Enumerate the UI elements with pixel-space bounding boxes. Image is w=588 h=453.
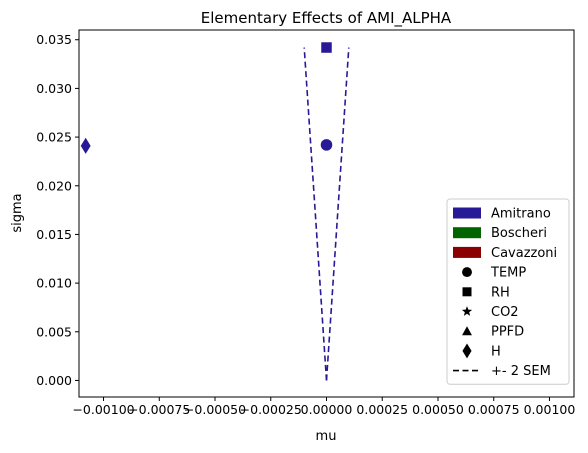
x-axis-label: mu <box>316 429 337 444</box>
legend-entry-ppfd: PPFD <box>462 325 524 340</box>
legend-label: PPFD <box>491 325 524 340</box>
legend-entry-h: H <box>462 343 501 359</box>
legend-marker <box>462 287 472 297</box>
legend-entry-2-sem: +- 2 SEM <box>453 364 551 379</box>
legend-label: Cavazzoni <box>491 246 557 261</box>
legend-marker <box>462 267 472 278</box>
legend-swatch <box>453 227 481 239</box>
point-rh <box>321 42 332 53</box>
legend-entry-amitrano: Amitrano <box>453 207 551 222</box>
legend-marker <box>461 306 473 316</box>
legend-label: H <box>491 344 501 359</box>
x-tick-label: −0.00025 <box>240 402 302 417</box>
y-tick-label: 0.020 <box>36 178 72 193</box>
legend-marker <box>462 326 472 336</box>
x-tick-label: 0.00050 <box>412 402 464 417</box>
legend-label: Boscheri <box>491 226 547 241</box>
y-tick-label: 0.035 <box>36 32 72 47</box>
legend-entry-cavazzoni: Cavazzoni <box>453 246 557 261</box>
x-tick-label: 0.00000 <box>301 402 353 417</box>
sem-line-right <box>325 47 350 381</box>
y-axis: 0.000 0.005 0.010 0.015 0.020 0.025 0.030 0.035 <box>36 32 79 388</box>
legend-marker <box>462 343 472 359</box>
legend-label: +- 2 SEM <box>491 364 551 379</box>
legend-swatch <box>453 207 481 219</box>
point-temp <box>320 139 333 151</box>
legend-label: CO2 <box>491 305 519 320</box>
point-h <box>80 137 91 154</box>
chart-title: Elementary Effects of AMI_ALPHA <box>201 9 452 28</box>
x-tick-label: 0.00100 <box>524 402 576 417</box>
x-tick-label: 0.00075 <box>468 402 520 417</box>
legend-box <box>446 198 570 385</box>
y-tick-label: 0.030 <box>36 81 72 96</box>
y-tick-label: 0.025 <box>36 130 72 145</box>
legend-entry-boscheri: Boscheri <box>453 226 547 241</box>
y-tick-label: 0.005 <box>36 324 72 339</box>
y-tick-label: 0.000 <box>36 373 72 388</box>
legend-entry-rh: RH <box>462 285 510 300</box>
x-tick-label: −0.00100 <box>72 402 134 417</box>
legend-entry-co2: CO2 <box>461 305 519 320</box>
x-tick-label: −0.00050 <box>184 402 246 417</box>
legend-entry-temp: TEMP <box>462 266 526 281</box>
legend-swatch <box>453 246 481 258</box>
legend-label: TEMP <box>490 266 526 281</box>
legend: Amitrano Boscheri Cavazzoni TEMP RH CO2 PPFD H +… <box>446 198 570 385</box>
sem-line-left <box>303 47 328 381</box>
y-axis-label: sigma <box>10 193 25 232</box>
plot-area <box>80 42 350 381</box>
y-tick-label: 0.010 <box>36 276 72 291</box>
x-tick-label: 0.00025 <box>356 402 408 417</box>
y-tick-label: 0.015 <box>36 227 72 242</box>
legend-label: Amitrano <box>491 207 551 222</box>
legend-label: RH <box>491 285 510 300</box>
x-tick-label: −0.00075 <box>128 402 190 417</box>
